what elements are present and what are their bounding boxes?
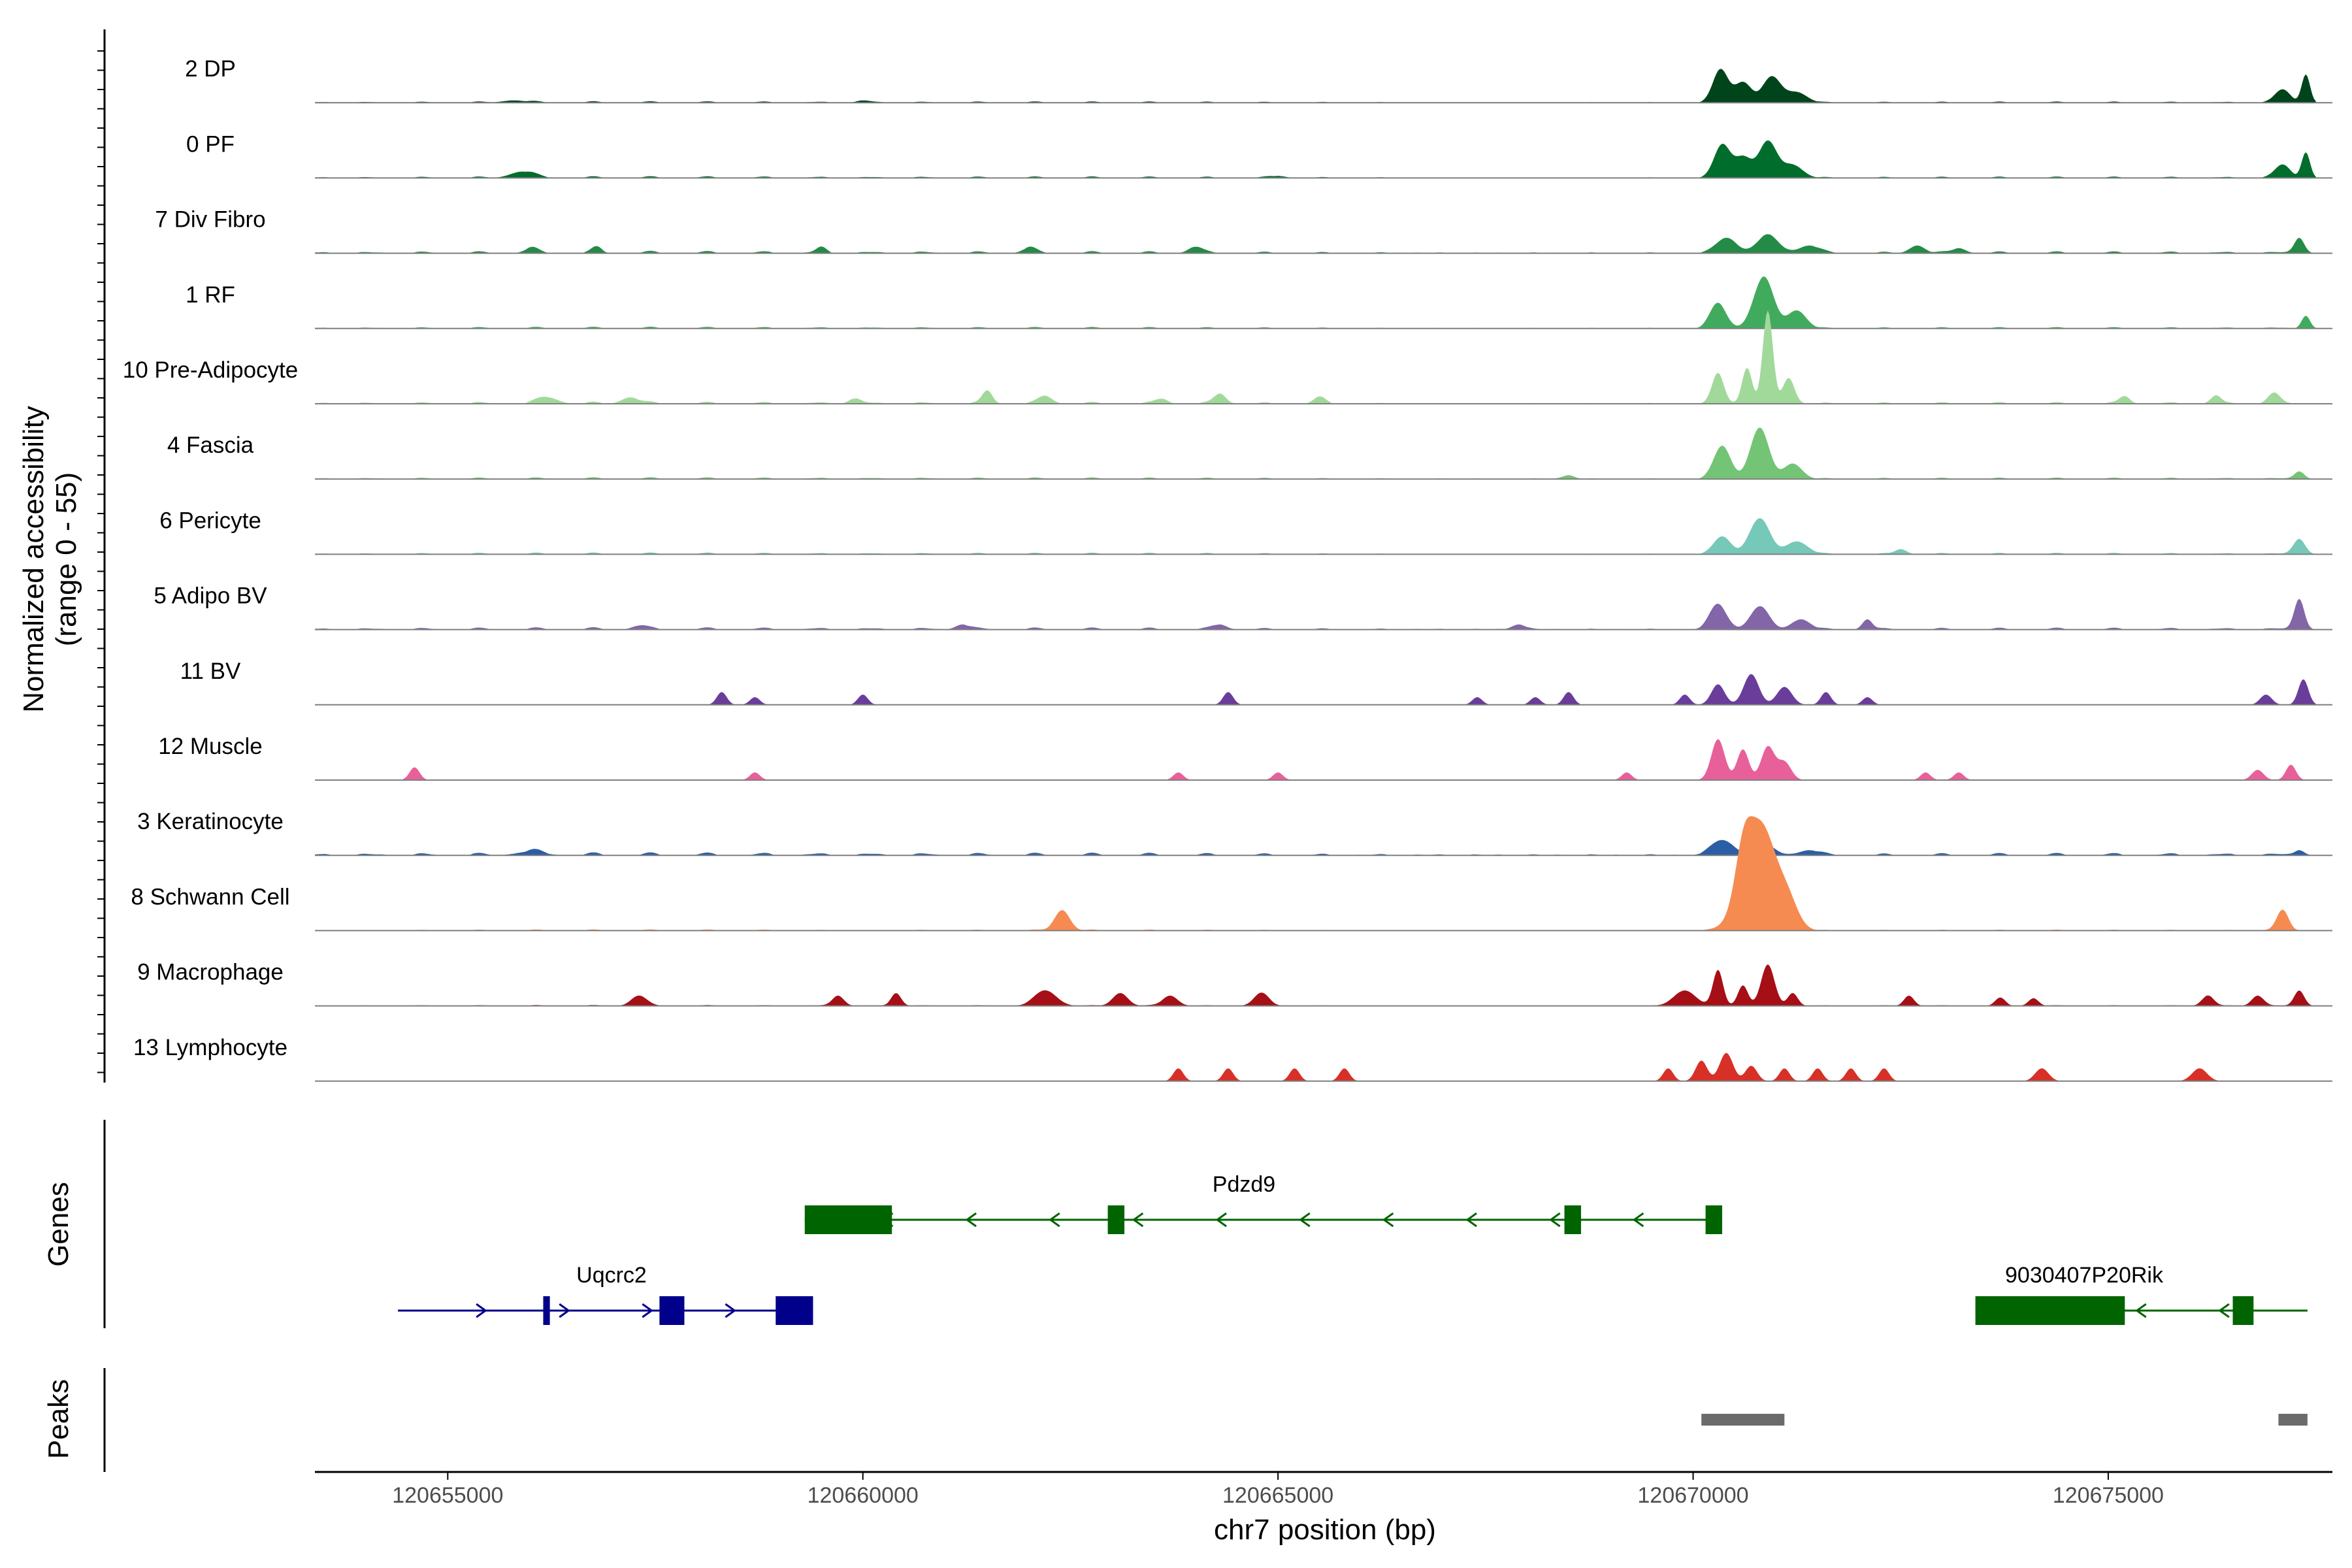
- track-8-schwann-cell: [315, 816, 2332, 932]
- gene-exon: [659, 1296, 685, 1325]
- track-0-pf: [315, 140, 2332, 179]
- coverage-tracks: [315, 69, 2332, 1082]
- signal-area: [315, 739, 2316, 780]
- track-label: 6 Pericyte: [159, 508, 261, 533]
- signal-area: [315, 840, 2316, 856]
- strand-arrow: [1382, 1212, 1394, 1228]
- x-tick-label: 120665000: [1222, 1483, 1333, 1508]
- x-tick-label: 120655000: [392, 1483, 503, 1508]
- signal-area: [315, 69, 2316, 103]
- track-9-macrophage: [315, 964, 2332, 1007]
- track-12-muscle: [315, 739, 2332, 781]
- track-label: 4 Fascia: [167, 433, 254, 458]
- gene-exon: [543, 1296, 550, 1325]
- signal-area: [315, 518, 2316, 555]
- track-label: 7 Div Fibro: [155, 207, 265, 233]
- signal-area: [315, 964, 2316, 1006]
- track-label: 1 RF: [186, 282, 235, 308]
- y-axis-title-line-1: Normalized accessibility: [18, 406, 50, 712]
- track-label: 5 Adipo BV: [154, 583, 267, 609]
- signal-area: [315, 140, 2316, 178]
- gene-exon: [1975, 1296, 2125, 1325]
- signal-area: [315, 816, 2316, 931]
- track-3-keratinocyte: [315, 840, 2332, 857]
- signal-area: [315, 598, 2316, 630]
- track-label: 12 Muscle: [158, 734, 263, 759]
- x-tick-label: 120675000: [2053, 1483, 2164, 1508]
- gene-exon: [2232, 1296, 2254, 1325]
- signal-area: [315, 674, 2316, 705]
- x-axis: 120655000 120660000 120665000 120670000 1206…: [315, 1471, 2332, 1508]
- track-5-adipo-bv: [315, 598, 2332, 630]
- track-label: 9 Macrophage: [137, 960, 284, 985]
- gene-exon: [1705, 1205, 1722, 1234]
- track-label: 10 Pre-Adipocyte: [123, 357, 298, 383]
- signal-area: [315, 234, 2316, 253]
- strand-arrow: [1549, 1212, 1561, 1228]
- track-10-pre-adipocyte: [315, 310, 2332, 404]
- strand-arrow: [1632, 1212, 1644, 1228]
- track-label: 0 PF: [186, 131, 235, 157]
- strand-arrow: [476, 1303, 487, 1318]
- strand-arrow: [965, 1212, 977, 1228]
- gene-label: Pdzd9: [1213, 1172, 1275, 1197]
- strand-arrow: [2135, 1303, 2147, 1318]
- track-label: 11 BV: [180, 659, 241, 684]
- gene-label: Uqcrc2: [576, 1263, 647, 1288]
- x-axis-title: chr7 position (bp): [1214, 1514, 1436, 1546]
- genes-panel-title: Genes: [42, 1182, 74, 1267]
- track-labels: 2 DP 0 PF 7 Div Fibro 1 RF 10 Pre-Adipocyte 4…: [123, 56, 298, 1060]
- x-tick-label: 120660000: [808, 1483, 919, 1508]
- strand-arrow: [1132, 1212, 1144, 1228]
- peaks-panel-title: Peaks: [42, 1379, 74, 1459]
- strand-arrow: [725, 1303, 736, 1318]
- strand-arrow: [559, 1303, 570, 1318]
- strand-arrow: [1465, 1212, 1477, 1228]
- track-13-lymphocyte: [315, 1053, 2332, 1082]
- gene-exon: [804, 1205, 892, 1234]
- strand-arrow: [1299, 1212, 1311, 1228]
- track-4-fascia: [315, 427, 2332, 480]
- track-11-bv: [315, 674, 2332, 706]
- y-axis: [97, 29, 106, 1083]
- gene-pdzd9: Pdzd9: [804, 1172, 1722, 1234]
- gene-exon: [776, 1296, 813, 1325]
- strand-arrow: [1049, 1212, 1060, 1228]
- track-2-dp: [315, 69, 2332, 104]
- track-label: 13 Lymphocyte: [133, 1035, 287, 1060]
- peak-bar: [2278, 1414, 2308, 1426]
- signal-area: [315, 276, 2316, 329]
- peak-bar: [1701, 1414, 1785, 1426]
- track-label: 3 Keratinocyte: [137, 809, 284, 834]
- track-7-div-fibro: [315, 234, 2332, 254]
- strand-arrow: [642, 1303, 653, 1318]
- gene-9030407p20rik: 9030407P20Rik: [1975, 1263, 2308, 1325]
- x-tick-label: 120670000: [1637, 1483, 1748, 1508]
- signal-area: [315, 310, 2316, 404]
- gene-exon: [1107, 1205, 1125, 1234]
- peak-regions: [1701, 1414, 2308, 1426]
- strand-arrow: [1215, 1212, 1227, 1228]
- track-1-rf: [315, 276, 2332, 329]
- y-axis-title-line-2: (range 0 - 55): [50, 472, 82, 647]
- gene-annotations: Pdzd9 Uqcrc2 9030407P20Rik: [398, 1172, 2308, 1325]
- strand-arrow: [2218, 1303, 2230, 1318]
- track-6-pericyte: [315, 518, 2332, 555]
- gene-label: 9030407P20Rik: [2005, 1263, 2164, 1288]
- signal-area: [315, 427, 2316, 480]
- gene-exon: [1564, 1205, 1581, 1234]
- signal-area: [315, 1053, 2316, 1081]
- gene-uqcrc2: Uqcrc2: [398, 1263, 813, 1325]
- track-label: 2 DP: [185, 56, 236, 82]
- track-label: 8 Schwann Cell: [131, 884, 289, 909]
